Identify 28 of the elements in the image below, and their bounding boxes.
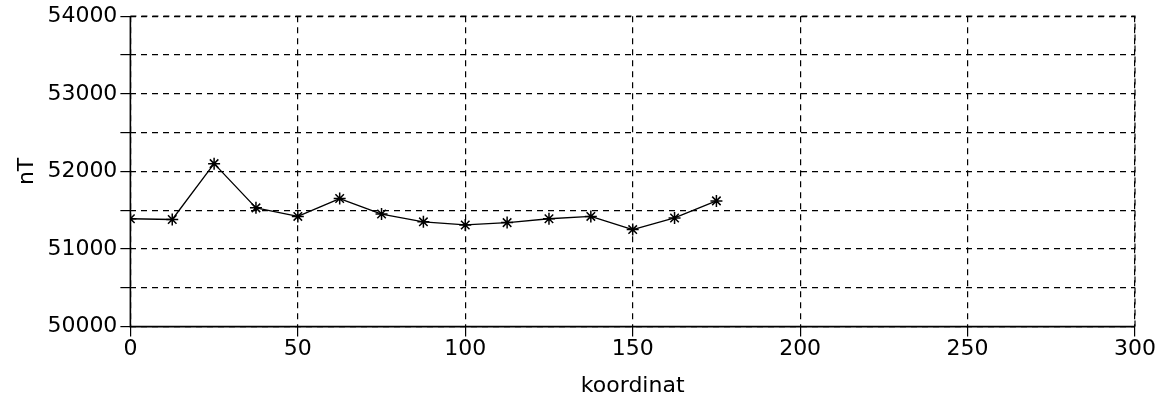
point <box>374 207 389 221</box>
y-tick-label: 50000 <box>47 312 118 338</box>
point <box>416 215 431 229</box>
y-tick-label: 53000 <box>47 79 118 105</box>
x-tick-label: 50 <box>283 335 312 361</box>
x-tick-label: 200 <box>779 335 822 361</box>
y-tick-label: 51000 <box>47 234 118 260</box>
point <box>332 191 347 206</box>
point <box>584 209 598 224</box>
y-tick-label: 54000 <box>47 1 118 27</box>
point <box>458 218 473 232</box>
x-tick-label: 150 <box>611 335 654 361</box>
point <box>625 222 640 237</box>
x-tick-label: 300 <box>1114 335 1156 361</box>
x-tick-label: 0 <box>123 335 138 361</box>
x-axis-title: koordinat <box>580 371 685 397</box>
point <box>249 201 263 215</box>
point <box>207 156 221 171</box>
y-axis-title: nT <box>12 157 38 186</box>
x-tick-label: 100 <box>444 335 487 361</box>
y-tick-label: 52000 <box>47 157 118 183</box>
point <box>500 215 514 230</box>
point <box>667 211 682 225</box>
point <box>291 209 305 224</box>
x-tick-label: 250 <box>946 335 989 361</box>
point <box>165 212 179 227</box>
point <box>542 211 556 226</box>
point <box>709 194 724 208</box>
